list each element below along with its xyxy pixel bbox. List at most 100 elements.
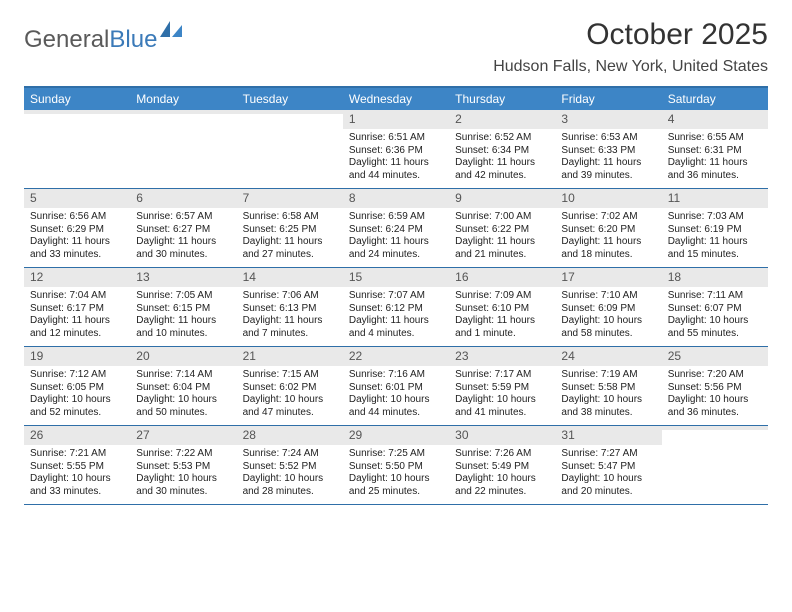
logo: GeneralBlue — [24, 18, 182, 54]
sunset-text: Sunset: 6:31 PM — [668, 145, 762, 158]
day-cell: 4Sunrise: 6:55 AMSunset: 6:31 PMDaylight… — [662, 110, 768, 188]
day-cell — [24, 110, 130, 188]
day-cell: 10Sunrise: 7:02 AMSunset: 6:20 PMDayligh… — [555, 189, 661, 267]
day-body: Sunrise: 7:27 AMSunset: 5:47 PMDaylight:… — [555, 445, 661, 502]
week-row: 26Sunrise: 7:21 AMSunset: 5:55 PMDayligh… — [24, 426, 768, 505]
daylight-text: Daylight: 10 hours and 30 minutes. — [136, 473, 230, 498]
day-body: Sunrise: 7:22 AMSunset: 5:53 PMDaylight:… — [130, 445, 236, 502]
sunset-text: Sunset: 6:05 PM — [30, 382, 124, 395]
day-body: Sunrise: 7:12 AMSunset: 6:05 PMDaylight:… — [24, 366, 130, 423]
sunrise-text: Sunrise: 7:07 AM — [349, 290, 443, 303]
day-number: 21 — [237, 347, 343, 366]
sunrise-text: Sunrise: 7:14 AM — [136, 369, 230, 382]
day-number: 17 — [555, 268, 661, 287]
sunrise-text: Sunrise: 7:12 AM — [30, 369, 124, 382]
day-number: 15 — [343, 268, 449, 287]
daylight-text: Daylight: 11 hours and 33 minutes. — [30, 236, 124, 261]
day-number — [662, 426, 768, 430]
sunrise-text: Sunrise: 7:27 AM — [561, 448, 655, 461]
weeks-container: 1Sunrise: 6:51 AMSunset: 6:36 PMDaylight… — [24, 110, 768, 505]
day-number: 7 — [237, 189, 343, 208]
sunset-text: Sunset: 5:49 PM — [455, 461, 549, 474]
logo-sail-icon — [160, 21, 182, 37]
day-cell: 13Sunrise: 7:05 AMSunset: 6:15 PMDayligh… — [130, 268, 236, 346]
day-body: Sunrise: 7:07 AMSunset: 6:12 PMDaylight:… — [343, 287, 449, 344]
day-number: 24 — [555, 347, 661, 366]
sunset-text: Sunset: 6:15 PM — [136, 303, 230, 316]
sunrise-text: Sunrise: 7:25 AM — [349, 448, 443, 461]
daylight-text: Daylight: 11 hours and 15 minutes. — [668, 236, 762, 261]
day-cell: 17Sunrise: 7:10 AMSunset: 6:09 PMDayligh… — [555, 268, 661, 346]
day-body: Sunrise: 7:16 AMSunset: 6:01 PMDaylight:… — [343, 366, 449, 423]
day-number: 19 — [24, 347, 130, 366]
day-number: 6 — [130, 189, 236, 208]
day-cell: 5Sunrise: 6:56 AMSunset: 6:29 PMDaylight… — [24, 189, 130, 267]
sunrise-text: Sunrise: 7:26 AM — [455, 448, 549, 461]
day-number: 22 — [343, 347, 449, 366]
sunset-text: Sunset: 6:33 PM — [561, 145, 655, 158]
day-body: Sunrise: 7:06 AMSunset: 6:13 PMDaylight:… — [237, 287, 343, 344]
day-cell: 29Sunrise: 7:25 AMSunset: 5:50 PMDayligh… — [343, 426, 449, 504]
day-number: 11 — [662, 189, 768, 208]
sunset-text: Sunset: 6:24 PM — [349, 224, 443, 237]
sunrise-text: Sunrise: 7:02 AM — [561, 211, 655, 224]
day-number: 8 — [343, 189, 449, 208]
daylight-text: Daylight: 11 hours and 36 minutes. — [668, 157, 762, 182]
daylight-text: Daylight: 11 hours and 4 minutes. — [349, 315, 443, 340]
day-body: Sunrise: 7:10 AMSunset: 6:09 PMDaylight:… — [555, 287, 661, 344]
day-number: 3 — [555, 110, 661, 129]
daylight-text: Daylight: 10 hours and 25 minutes. — [349, 473, 443, 498]
sunset-text: Sunset: 6:36 PM — [349, 145, 443, 158]
day-number — [130, 110, 236, 114]
day-body: Sunrise: 7:21 AMSunset: 5:55 PMDaylight:… — [24, 445, 130, 502]
weekday-header: Friday — [555, 88, 661, 110]
sunrise-text: Sunrise: 7:22 AM — [136, 448, 230, 461]
sunset-text: Sunset: 6:12 PM — [349, 303, 443, 316]
day-cell: 1Sunrise: 6:51 AMSunset: 6:36 PMDaylight… — [343, 110, 449, 188]
sunrise-text: Sunrise: 6:52 AM — [455, 132, 549, 145]
weekday-header: Monday — [130, 88, 236, 110]
day-body: Sunrise: 6:57 AMSunset: 6:27 PMDaylight:… — [130, 208, 236, 265]
sunset-text: Sunset: 6:19 PM — [668, 224, 762, 237]
sunrise-text: Sunrise: 7:04 AM — [30, 290, 124, 303]
sunrise-text: Sunrise: 7:09 AM — [455, 290, 549, 303]
day-cell: 16Sunrise: 7:09 AMSunset: 6:10 PMDayligh… — [449, 268, 555, 346]
week-row: 5Sunrise: 6:56 AMSunset: 6:29 PMDaylight… — [24, 189, 768, 268]
sunrise-text: Sunrise: 7:03 AM — [668, 211, 762, 224]
sunset-text: Sunset: 5:50 PM — [349, 461, 443, 474]
day-number: 10 — [555, 189, 661, 208]
daylight-text: Daylight: 11 hours and 12 minutes. — [30, 315, 124, 340]
day-body: Sunrise: 7:02 AMSunset: 6:20 PMDaylight:… — [555, 208, 661, 265]
day-cell: 31Sunrise: 7:27 AMSunset: 5:47 PMDayligh… — [555, 426, 661, 504]
sunset-text: Sunset: 6:25 PM — [243, 224, 337, 237]
sunrise-text: Sunrise: 7:11 AM — [668, 290, 762, 303]
day-body: Sunrise: 7:17 AMSunset: 5:59 PMDaylight:… — [449, 366, 555, 423]
daylight-text: Daylight: 10 hours and 41 minutes. — [455, 394, 549, 419]
sunrise-text: Sunrise: 7:10 AM — [561, 290, 655, 303]
week-row: 12Sunrise: 7:04 AMSunset: 6:17 PMDayligh… — [24, 268, 768, 347]
day-cell: 23Sunrise: 7:17 AMSunset: 5:59 PMDayligh… — [449, 347, 555, 425]
sunset-text: Sunset: 5:58 PM — [561, 382, 655, 395]
sunset-text: Sunset: 5:53 PM — [136, 461, 230, 474]
daylight-text: Daylight: 11 hours and 30 minutes. — [136, 236, 230, 261]
day-cell: 2Sunrise: 6:52 AMSunset: 6:34 PMDaylight… — [449, 110, 555, 188]
day-number: 1 — [343, 110, 449, 129]
day-number: 9 — [449, 189, 555, 208]
day-cell: 25Sunrise: 7:20 AMSunset: 5:56 PMDayligh… — [662, 347, 768, 425]
day-number: 13 — [130, 268, 236, 287]
day-body: Sunrise: 7:24 AMSunset: 5:52 PMDaylight:… — [237, 445, 343, 502]
day-number: 5 — [24, 189, 130, 208]
day-cell: 8Sunrise: 6:59 AMSunset: 6:24 PMDaylight… — [343, 189, 449, 267]
daylight-text: Daylight: 10 hours and 33 minutes. — [30, 473, 124, 498]
sunset-text: Sunset: 6:04 PM — [136, 382, 230, 395]
day-cell: 3Sunrise: 6:53 AMSunset: 6:33 PMDaylight… — [555, 110, 661, 188]
daylight-text: Daylight: 10 hours and 47 minutes. — [243, 394, 337, 419]
day-body: Sunrise: 7:11 AMSunset: 6:07 PMDaylight:… — [662, 287, 768, 344]
day-body: Sunrise: 7:05 AMSunset: 6:15 PMDaylight:… — [130, 287, 236, 344]
sunset-text: Sunset: 5:59 PM — [455, 382, 549, 395]
weekday-header: Thursday — [449, 88, 555, 110]
sunrise-text: Sunrise: 7:16 AM — [349, 369, 443, 382]
daylight-text: Daylight: 11 hours and 24 minutes. — [349, 236, 443, 261]
day-body: Sunrise: 7:03 AMSunset: 6:19 PMDaylight:… — [662, 208, 768, 265]
daylight-text: Daylight: 11 hours and 10 minutes. — [136, 315, 230, 340]
